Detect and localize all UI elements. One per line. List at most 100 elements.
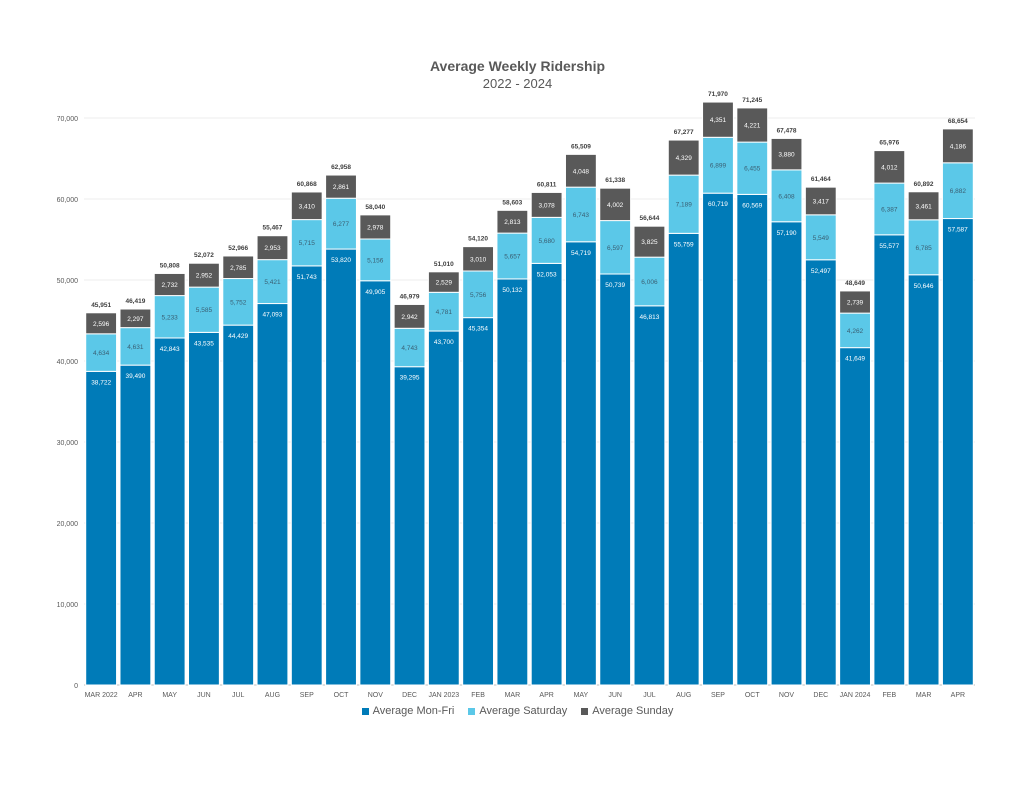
bar-segment-average-sunday bbox=[599, 187, 632, 222]
data-label: 39,295 bbox=[400, 375, 420, 382]
total-label: 60,892 bbox=[914, 181, 934, 188]
data-label: 7,189 bbox=[676, 202, 693, 209]
total-label: 48,649 bbox=[845, 280, 865, 287]
y-tick-label: 50,000 bbox=[57, 278, 79, 285]
bar-segment-average-saturday bbox=[427, 291, 460, 332]
x-tick-label: MAY bbox=[162, 692, 177, 699]
data-label: 5,549 bbox=[813, 235, 830, 242]
total-label: 60,811 bbox=[537, 181, 557, 188]
x-tick-label: FEB bbox=[883, 692, 897, 699]
bar-segment-average-mon-fri bbox=[839, 347, 871, 686]
data-label: 6,597 bbox=[607, 245, 624, 252]
bar-segment-average-sunday bbox=[119, 308, 152, 329]
legend-swatch bbox=[468, 707, 476, 715]
data-label: 50,132 bbox=[502, 287, 522, 294]
data-label: 43,535 bbox=[194, 340, 214, 347]
bar-segment-average-sunday bbox=[393, 303, 426, 329]
bar-segment-average-mon-fri bbox=[873, 234, 906, 686]
data-label: 42,843 bbox=[160, 346, 180, 353]
data-label: 4,262 bbox=[847, 328, 864, 335]
bar-segment-average-saturday bbox=[85, 333, 118, 372]
bar-segment-average-mon-fri bbox=[325, 248, 357, 686]
data-label: 38,722 bbox=[91, 379, 111, 386]
chart-title: Average Weekly Ridership bbox=[429, 58, 606, 74]
bar-segment-average-saturday bbox=[256, 259, 289, 305]
data-label: 46,813 bbox=[639, 314, 659, 321]
bar-segment-average-saturday bbox=[290, 219, 323, 267]
data-label: 2,813 bbox=[504, 219, 521, 226]
bar-segment-average-mon-fri bbox=[667, 232, 700, 686]
bar-segment-average-mon-fri bbox=[530, 262, 563, 686]
total-label: 67,478 bbox=[777, 127, 797, 134]
bar-segment-average-saturday bbox=[839, 312, 871, 349]
data-label: 5,756 bbox=[470, 292, 487, 299]
data-label: 60,569 bbox=[742, 202, 762, 209]
data-label: 6,455 bbox=[744, 166, 761, 173]
bar-segment-average-mon-fri bbox=[633, 305, 666, 686]
data-label: 5,715 bbox=[299, 240, 316, 247]
bar-segment-average-mon-fri bbox=[119, 364, 152, 686]
bar-segment-average-saturday bbox=[153, 295, 186, 339]
data-label: 41,649 bbox=[845, 356, 865, 363]
legend-label: Average Mon-Fri bbox=[372, 705, 455, 717]
data-label: 4,781 bbox=[436, 309, 453, 316]
total-label: 46,419 bbox=[125, 298, 145, 305]
total-label: 71,970 bbox=[708, 91, 728, 98]
data-label: 2,978 bbox=[367, 224, 384, 231]
total-label: 45,951 bbox=[91, 302, 111, 309]
bar-segment-average-saturday bbox=[359, 238, 392, 282]
y-tick-label: 10,000 bbox=[57, 602, 79, 609]
data-label: 3,410 bbox=[299, 203, 316, 210]
bar-segment-average-mon-fri bbox=[462, 317, 495, 686]
bar-segment-average-saturday bbox=[907, 219, 940, 276]
data-label: 3,078 bbox=[538, 202, 555, 209]
bar-segment-average-mon-fri bbox=[256, 303, 289, 686]
bar-segment-average-mon-fri bbox=[736, 193, 769, 686]
bar-segment-average-mon-fri bbox=[496, 278, 529, 686]
data-label: 55,759 bbox=[674, 241, 694, 248]
bar-segment-average-sunday bbox=[188, 262, 220, 288]
bar-segment-average-sunday bbox=[290, 191, 323, 221]
y-tick-label: 0 bbox=[74, 683, 78, 690]
bar-segment-average-saturday bbox=[941, 162, 974, 220]
data-label: 5,680 bbox=[538, 238, 555, 245]
data-label: 2,785 bbox=[230, 265, 247, 272]
bar-segment-average-sunday bbox=[427, 271, 460, 293]
bar-segment-average-sunday bbox=[702, 101, 734, 138]
data-label: 3,461 bbox=[915, 203, 932, 210]
legend-item: Average Mon-Fri bbox=[361, 705, 455, 717]
data-label: 5,233 bbox=[162, 314, 179, 321]
data-label: 53,820 bbox=[331, 257, 351, 264]
data-label: 4,221 bbox=[744, 123, 761, 130]
x-tick-label: NOV bbox=[368, 692, 384, 699]
bar-segment-average-sunday bbox=[496, 209, 529, 234]
bar-segment-average-sunday bbox=[256, 235, 289, 261]
data-label: 43,700 bbox=[434, 339, 454, 346]
data-label: 52,053 bbox=[537, 271, 557, 278]
data-label: 2,529 bbox=[436, 280, 453, 287]
bar-segment-average-saturday bbox=[325, 197, 357, 250]
bar-segment-average-saturday bbox=[599, 220, 632, 275]
bar-segment-average-saturday bbox=[188, 286, 220, 333]
total-label: 60,868 bbox=[297, 181, 317, 188]
bar-segment-average-sunday bbox=[564, 153, 597, 188]
x-tick-label: OCT bbox=[334, 692, 350, 699]
data-label: 55,577 bbox=[879, 243, 899, 250]
bar-segment-average-sunday bbox=[85, 312, 118, 335]
total-label: 68,654 bbox=[948, 118, 968, 125]
bar-segment-average-saturday bbox=[770, 169, 803, 223]
total-label: 65,976 bbox=[879, 140, 899, 147]
x-tick-label: DEC bbox=[813, 692, 828, 699]
legend-swatch bbox=[361, 707, 369, 715]
data-label: 6,277 bbox=[333, 221, 350, 228]
x-tick-label: JUN bbox=[608, 692, 622, 699]
data-label: 6,387 bbox=[881, 206, 898, 213]
total-label: 56,644 bbox=[639, 215, 659, 222]
data-label: 49,905 bbox=[365, 289, 385, 296]
total-label: 65,509 bbox=[571, 143, 591, 150]
total-label: 54,120 bbox=[468, 236, 488, 243]
data-label: 50,646 bbox=[914, 283, 934, 290]
x-tick-label: MAY bbox=[574, 692, 589, 699]
x-tick-label: AUG bbox=[676, 692, 691, 699]
y-tick-label: 40,000 bbox=[57, 359, 79, 366]
